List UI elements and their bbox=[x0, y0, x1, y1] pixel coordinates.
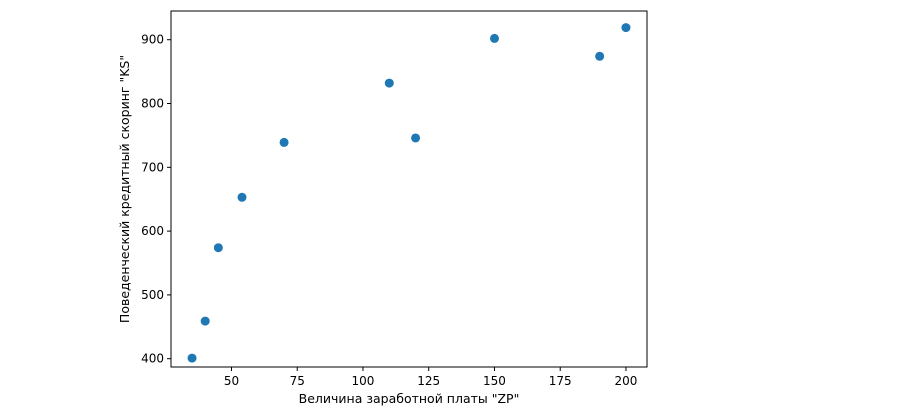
plot-area bbox=[170, 10, 648, 368]
y-tick-label: 500 bbox=[141, 288, 164, 302]
x-tick-label: 75 bbox=[290, 374, 305, 388]
data-point bbox=[200, 316, 210, 326]
y-tick-label: 400 bbox=[141, 352, 164, 366]
data-point bbox=[411, 133, 421, 143]
y-tick-label: 600 bbox=[141, 224, 164, 238]
data-point bbox=[213, 243, 223, 253]
data-point bbox=[384, 78, 394, 88]
x-tick-label: 100 bbox=[352, 374, 375, 388]
y-tick-label: 800 bbox=[141, 97, 164, 111]
x-axis-ticks: 50 75 100 125 150 175 200 bbox=[224, 367, 638, 388]
x-tick-label: 125 bbox=[417, 374, 440, 388]
data-point bbox=[621, 23, 631, 33]
data-point bbox=[237, 192, 247, 202]
data-point bbox=[595, 51, 605, 61]
data-point bbox=[279, 137, 289, 147]
y-tick-label: 700 bbox=[141, 160, 164, 174]
data-point bbox=[489, 33, 499, 43]
x-tick-label: 150 bbox=[483, 374, 506, 388]
data-point bbox=[187, 353, 197, 363]
x-axis-label: Величина заработной платы "ZP" bbox=[299, 391, 520, 406]
x-tick-label: 200 bbox=[615, 374, 638, 388]
x-tick-label: 50 bbox=[224, 374, 239, 388]
x-tick-label: 175 bbox=[549, 374, 572, 388]
y-axis-label: Поведенческий кредитный скоринг "KS" bbox=[117, 55, 132, 323]
y-axis-ticks: 400 500 600 700 800 900 bbox=[141, 33, 171, 366]
data-points bbox=[187, 23, 631, 363]
y-tick-label: 900 bbox=[141, 33, 164, 47]
